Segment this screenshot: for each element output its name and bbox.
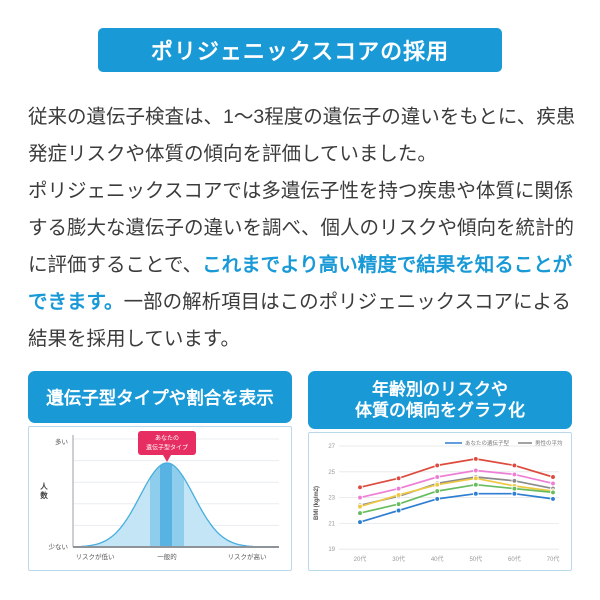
svg-text:リスクが高い: リスクが高い (228, 552, 267, 561)
svg-text:50代: 50代 (469, 555, 482, 563)
page-title: ポリジェニックスコアの採用 (150, 39, 450, 64)
panel-genotype-distribution: 遺伝子型タイプや割合を表示 多い少ない 人数リスクが低い 一般的 リスクが高い あなたの… (28, 371, 292, 571)
svg-text:70代: 70代 (547, 555, 560, 563)
intro-paragraph-1: 従来の遺伝子検査は、1〜3程度の遺伝子の違いをもとに、疾患発症リスクや体質の傾向… (28, 106, 576, 165)
header-banner: ポリジェニックスコアの採用 (98, 28, 502, 72)
svg-text:20代: 20代 (354, 555, 367, 563)
svg-text:一般的: 一般的 (157, 552, 177, 561)
age-trend-chart-card: 19 21 23 25 27 BMI (kg/m2) 20代 30代 40代 50代 60代 70代 あ… (308, 432, 572, 571)
figure-panels: 遺伝子型タイプや割合を表示 多い少ない 人数リスクが低い 一般的 リスクが高い あなたの… (28, 371, 572, 571)
panel-label-age-trend: 年齢別のリスクや 体質の傾向をグラフ化 (308, 371, 572, 429)
panel-label-genotype: 遺伝子型タイプや割合を表示 (28, 371, 292, 423)
genotype-chart-card: 多い少ない 人数リスクが低い 一般的 リスクが高い あなたの遺伝子型タイプ (28, 426, 292, 571)
svg-text:21: 21 (328, 521, 335, 527)
panel-age-trend: 年齢別のリスクや 体質の傾向をグラフ化 19 21 23 25 27 BMI (kg/m2… (308, 371, 572, 571)
svg-text:BMI (kg/m2): BMI (kg/m2) (314, 486, 320, 520)
svg-text:あなたの: あなたの (155, 435, 179, 442)
svg-text:少ない: 少ない (49, 543, 69, 551)
svg-text:27: 27 (328, 444, 335, 450)
svg-text:遺伝子型タイプ: 遺伝子型タイプ (146, 444, 188, 452)
svg-text:多い: 多い (55, 437, 68, 446)
svg-text:25: 25 (328, 470, 335, 476)
svg-text:40代: 40代 (431, 555, 444, 563)
bmi-line-chart: 19 21 23 25 27 BMI (kg/m2) 20代 30代 40代 50代 60代 70代 あ… (314, 439, 563, 563)
svg-text:23: 23 (328, 496, 335, 502)
intro-paragraph-2: ポリジェニックスコアでは多遺伝子性を持つ疾患や体質に関係する膨大な遺伝子の違いを… (28, 180, 575, 350)
highlighted-text: これまでより高い精度で結果を知ることができます。 (28, 254, 573, 313)
svg-text:60代: 60代 (508, 555, 521, 563)
svg-text:30代: 30代 (392, 555, 405, 563)
intro-text: 従来の遺伝子検査は、1〜3程度の遺伝子の違いをもとに、疾患発症リスクや体質の傾向… (28, 99, 576, 358)
svg-text:男性の平均: 男性の平均 (535, 439, 563, 447)
svg-text:あなたの遺伝子型: あなたの遺伝子型 (465, 439, 510, 447)
svg-text:19: 19 (328, 547, 335, 553)
svg-text:人数: 人数 (40, 482, 48, 500)
svg-text:リスクが低い: リスクが低い (76, 552, 115, 561)
